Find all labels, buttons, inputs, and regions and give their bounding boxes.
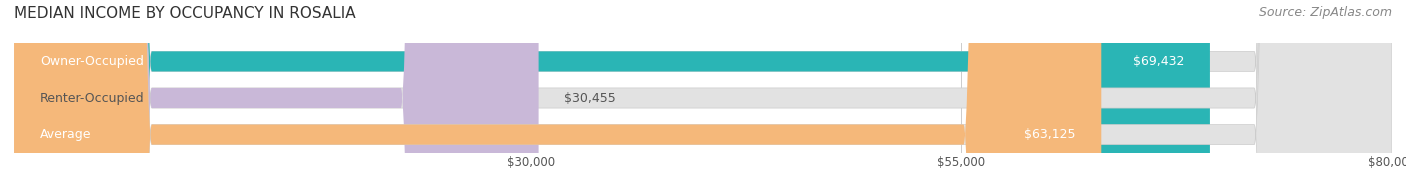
FancyBboxPatch shape [14,0,1101,196]
Text: Source: ZipAtlas.com: Source: ZipAtlas.com [1258,6,1392,19]
Text: MEDIAN INCOME BY OCCUPANCY IN ROSALIA: MEDIAN INCOME BY OCCUPANCY IN ROSALIA [14,6,356,21]
FancyBboxPatch shape [14,0,1392,196]
Text: Renter-Occupied: Renter-Occupied [39,92,145,104]
FancyBboxPatch shape [14,0,1392,196]
Text: $69,432: $69,432 [1133,55,1184,68]
Text: Average: Average [39,128,91,141]
Text: Owner-Occupied: Owner-Occupied [39,55,143,68]
Text: $30,455: $30,455 [564,92,616,104]
FancyBboxPatch shape [14,0,538,196]
FancyBboxPatch shape [14,0,1392,196]
Text: $63,125: $63,125 [1024,128,1076,141]
FancyBboxPatch shape [14,0,1211,196]
